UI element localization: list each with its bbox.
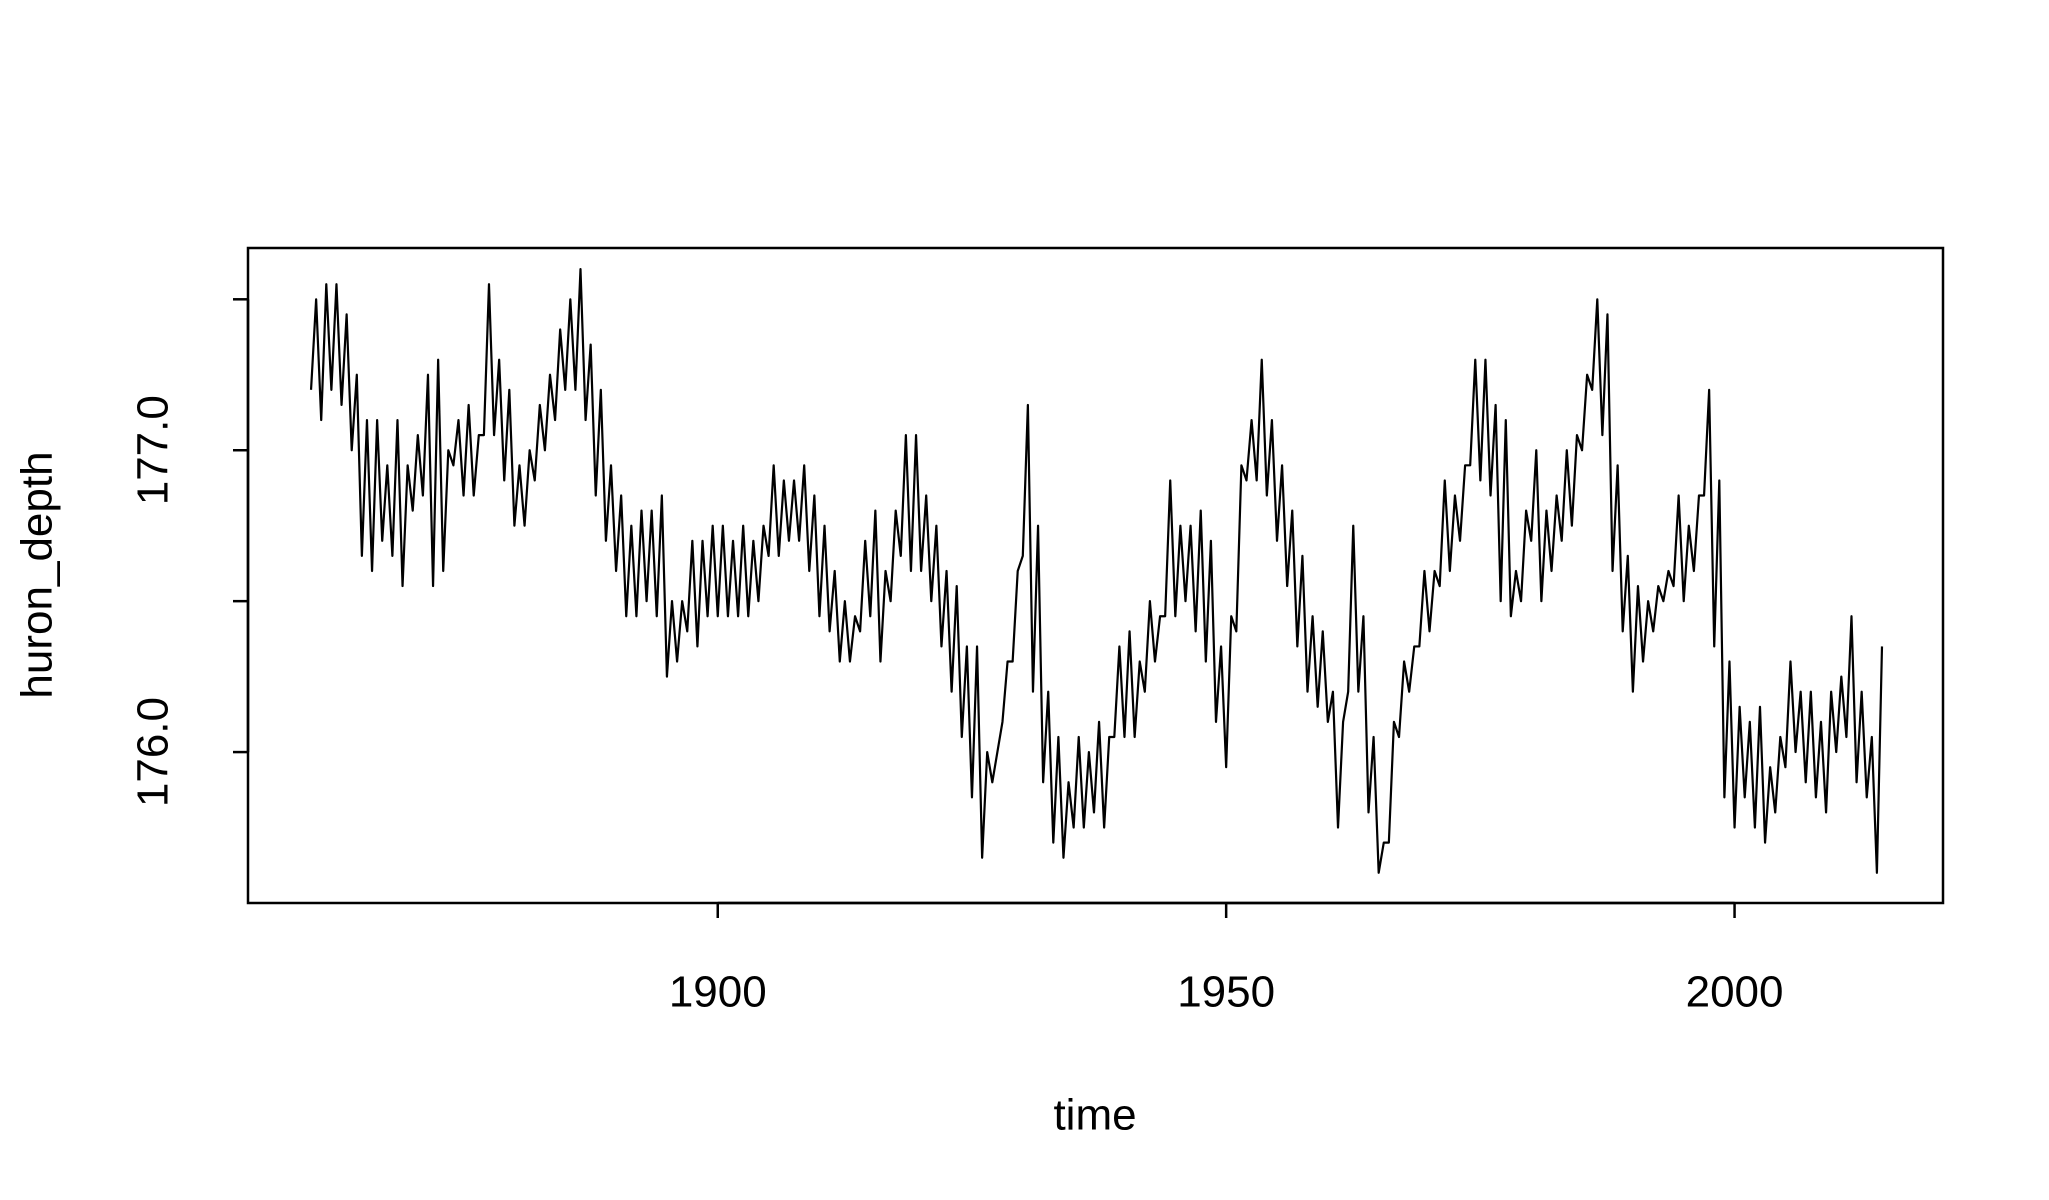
data-line [309,268,1884,874]
x-tick-label: 2000 [1686,968,1784,1017]
x-tick-label: 1900 [669,968,767,1017]
y-axis-label: huron_depth [13,451,62,698]
x-axis-label: time [1053,1091,1136,1140]
y-tick-label: 177.0 [129,395,178,505]
y-tick-label: 176.0 [129,697,178,807]
x-tick-label: 1950 [1177,968,1275,1017]
